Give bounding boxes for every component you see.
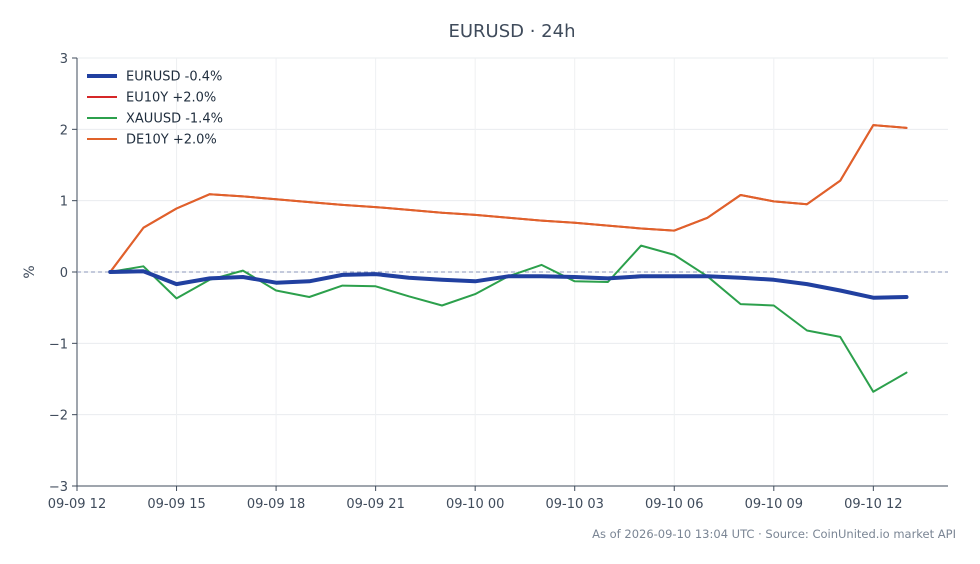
x-tick-label: 09-10 00 bbox=[446, 497, 504, 512]
y-tick-label: 3 bbox=[60, 52, 68, 67]
y-axis-label: % bbox=[22, 265, 38, 278]
legend-label: XAUUSD -1.4% bbox=[126, 112, 223, 127]
series-line-1 bbox=[109, 124, 908, 273]
legend-label: EURUSD -0.4% bbox=[126, 70, 222, 85]
x-tick-label: 09-10 06 bbox=[645, 497, 703, 512]
series-line-0 bbox=[108, 269, 909, 300]
x-tick-label: 09-10 12 bbox=[844, 497, 902, 512]
legend: EURUSD -0.4% EU10Y +2.0% XAUUSD -1.4% DE10Y… bbox=[87, 70, 223, 148]
y-tick-label: −2 bbox=[49, 409, 68, 424]
y-tick-label: −3 bbox=[49, 480, 68, 495]
x-tick-label: 09-09 15 bbox=[147, 497, 205, 512]
x-tick-label: 09-09 12 bbox=[48, 497, 106, 512]
y-tick-label: 2 bbox=[60, 123, 68, 138]
y-tick-label: 0 bbox=[60, 266, 68, 281]
series-line-3 bbox=[109, 124, 908, 273]
x-tick-label: 09-09 18 bbox=[247, 497, 305, 512]
x-tick-label: 09-10 03 bbox=[545, 497, 603, 512]
x-tick-label: 09-10 09 bbox=[745, 497, 803, 512]
legend-label: EU10Y +2.0% bbox=[126, 91, 216, 106]
series-lines bbox=[108, 124, 909, 393]
y-tick-label: −1 bbox=[49, 337, 68, 352]
y-tick-label: 1 bbox=[60, 195, 68, 210]
chart-title: EURUSD · 24h bbox=[449, 21, 576, 42]
source-footnote: As of 2026-09-10 13:04 UTC · Source: Coi… bbox=[592, 527, 956, 541]
legend-label: DE10Y +2.0% bbox=[126, 133, 217, 148]
axes: 3 2 1 0 −1 −2 −3 09-09 12 09-09 15 09-09 18 09-09 … bbox=[48, 52, 948, 512]
series-line-2 bbox=[109, 244, 908, 393]
x-tick-label: 09-09 21 bbox=[346, 497, 404, 512]
